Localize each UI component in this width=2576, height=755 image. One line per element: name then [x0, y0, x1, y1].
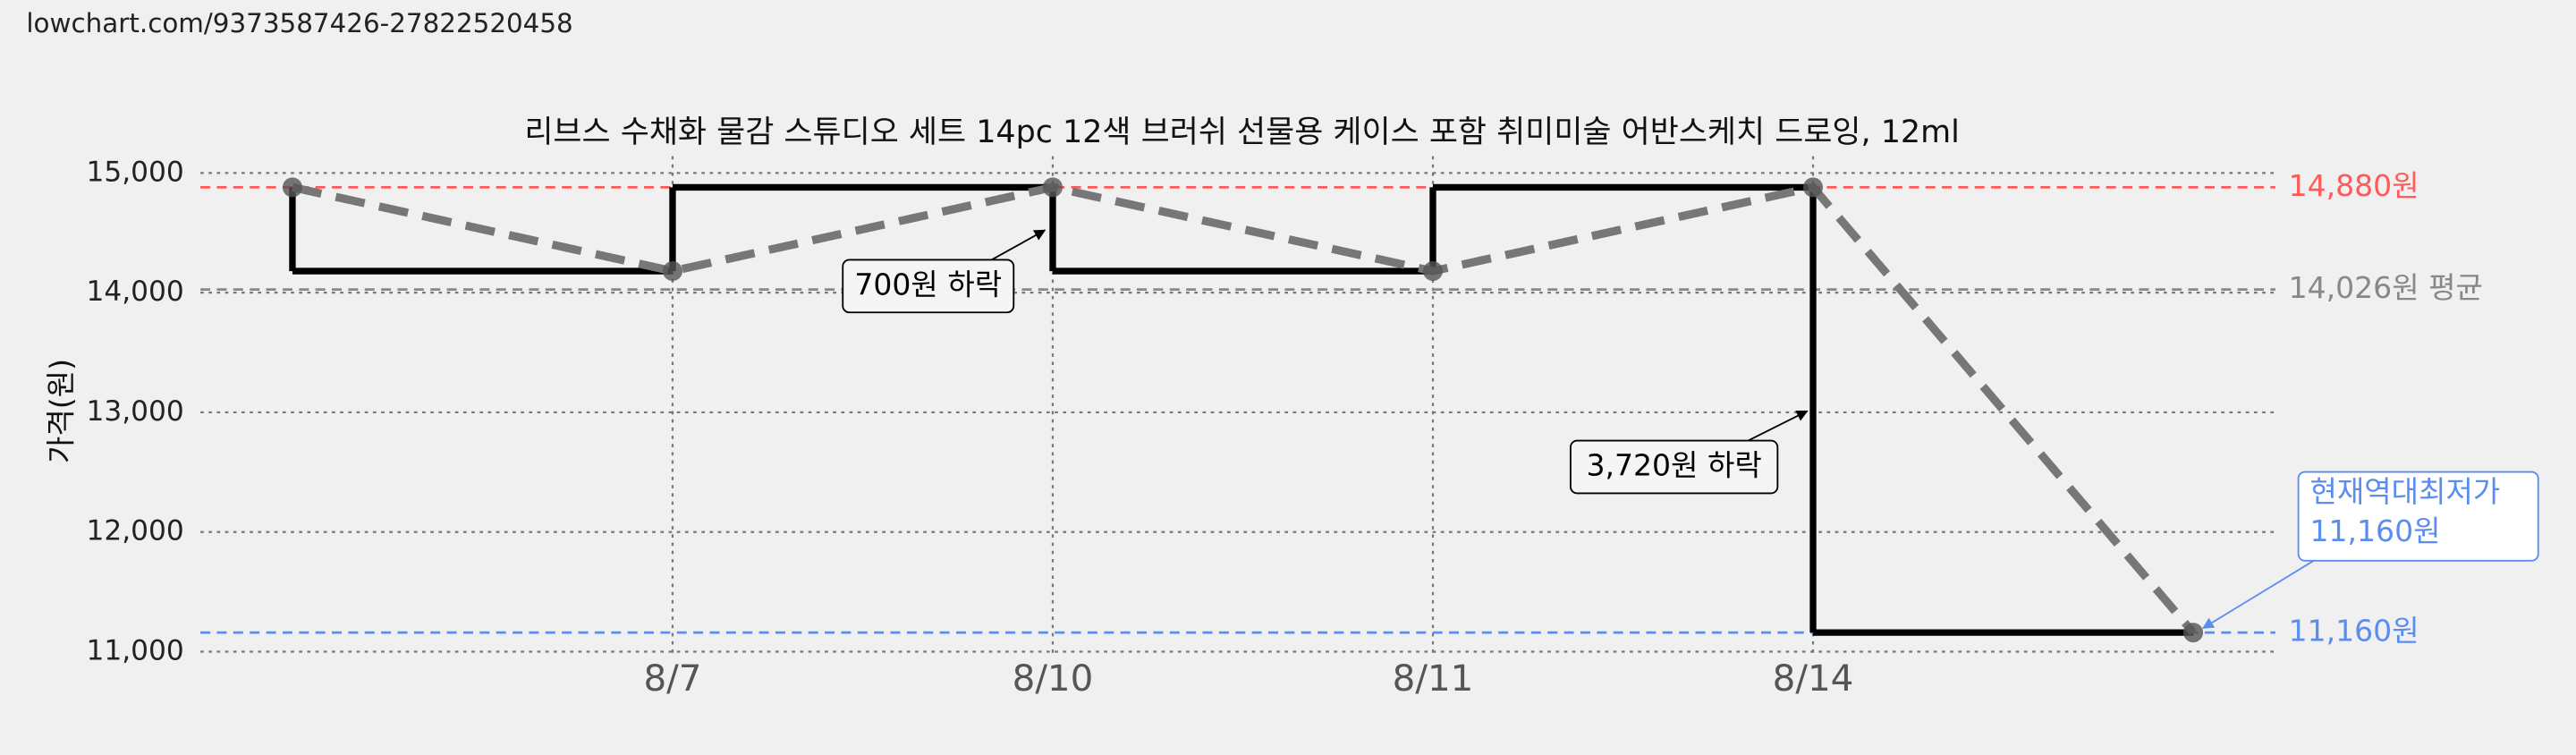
annotation-text: 700원 하락 — [854, 267, 1002, 301]
y-tick-label: 15,000 — [87, 156, 184, 188]
price-point — [282, 177, 302, 198]
x-tick-label: 8/7 — [643, 657, 701, 700]
price-point — [1422, 261, 1444, 282]
callout-text: 11,160원 — [2309, 513, 2440, 548]
y-tick-label: 11,000 — [87, 635, 184, 667]
annotation-arrow — [1741, 410, 1809, 445]
annotation-box — [842, 259, 1015, 314]
callout-text: 현재역대최저가 — [2309, 474, 2500, 509]
price-line — [291, 182, 2197, 636]
x-tick-label: 8/10 — [1013, 657, 1094, 700]
y-axis-label: 가격(원) — [43, 359, 78, 463]
reference-label: 14,880원 — [2289, 168, 2419, 203]
callout-arrow — [2201, 558, 2318, 629]
x-tick-label: 8/14 — [1773, 657, 1854, 700]
callout-box — [2297, 471, 2539, 562]
reference-label: 14,026원 평균 — [2289, 270, 2483, 305]
url: lowchart.com/9373587426-27822520458 — [26, 8, 572, 38]
y-tick-label: 12,000 — [87, 515, 184, 547]
annotation-text: 3,720원 하락 — [1586, 448, 1761, 483]
x-tick-label: 8/11 — [1393, 657, 1474, 700]
chart-title: 리브스 수채화 물감 스튜디오 세트 14pc 12색 브러쉬 선물용 케이스 … — [524, 115, 1959, 150]
annotation-arrow — [985, 229, 1046, 264]
price-point — [2183, 623, 2204, 643]
y-tick-label: 14,000 — [87, 276, 184, 308]
y-tick-label: 13,000 — [87, 395, 184, 428]
reference-label: 11,160원 — [2289, 614, 2419, 649]
annotation-box — [1570, 439, 1779, 495]
price-point — [662, 261, 682, 282]
price-point — [1803, 177, 1824, 198]
price-point — [1042, 177, 1063, 198]
